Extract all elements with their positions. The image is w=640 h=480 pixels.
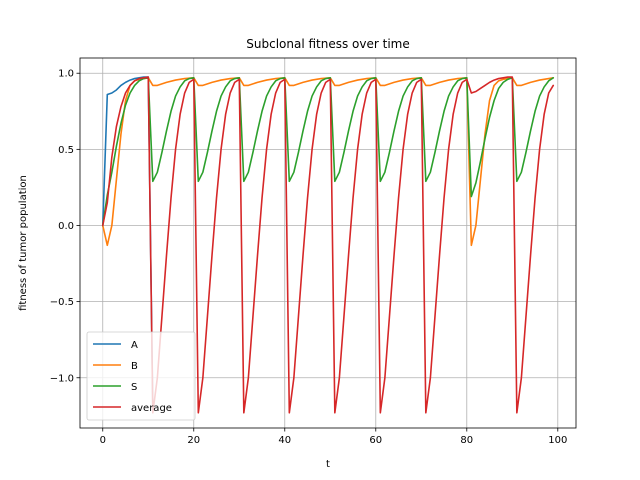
x-tick-label: 40 bbox=[278, 435, 291, 446]
y-tick-label: 0.0 bbox=[58, 221, 74, 232]
y-tick-label: −1.0 bbox=[50, 373, 74, 384]
legend-label: A bbox=[131, 340, 138, 351]
legend-item: S bbox=[93, 382, 137, 393]
legend-item: A bbox=[93, 340, 138, 351]
legend-label: average bbox=[131, 403, 172, 414]
legend-item: average bbox=[93, 403, 172, 414]
legend-box bbox=[86, 331, 196, 421]
y-tick-label: 0.5 bbox=[58, 145, 74, 156]
legend-label: S bbox=[131, 382, 137, 393]
y-tick-label: 1.0 bbox=[58, 69, 74, 80]
x-tick-label: 100 bbox=[548, 435, 567, 446]
x-tick-label: 60 bbox=[369, 435, 382, 446]
plot-frame bbox=[79, 57, 577, 429]
x-tick-label: 80 bbox=[460, 435, 473, 446]
chart-title: Subclonal fitness over time bbox=[246, 37, 409, 51]
series-line-s bbox=[101, 76, 555, 227]
y-axis-label: fitness of tumor population bbox=[18, 175, 29, 311]
legend-label: B bbox=[131, 361, 138, 372]
x-tick-label: 20 bbox=[187, 435, 200, 446]
x-tick-label: 0 bbox=[100, 435, 106, 446]
series-lines bbox=[101, 76, 555, 414]
legend-item: B bbox=[93, 361, 138, 372]
axis-ticks: 0 20 40 60 80 100 −1.0 −0.5 0.0 0.5 1.0 bbox=[50, 69, 568, 446]
y-tick-label: −0.5 bbox=[50, 297, 74, 308]
series-line-average bbox=[101, 76, 555, 414]
x-axis-label: t bbox=[326, 459, 330, 470]
